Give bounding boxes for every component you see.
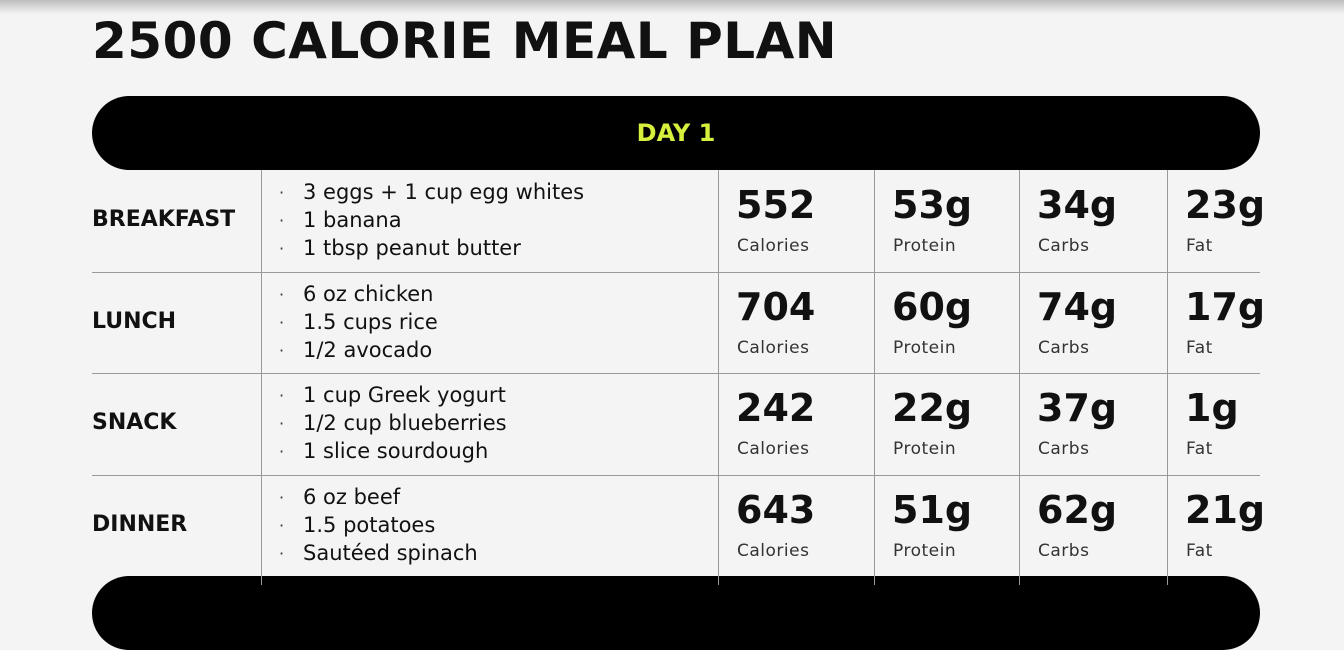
stat-value: 704	[736, 284, 816, 329]
stat-label: Calories	[737, 337, 810, 358]
stat-value: 23g	[1185, 183, 1266, 227]
column-divider	[1167, 170, 1168, 585]
stat-value: 643	[736, 487, 816, 532]
bullet: ·	[279, 386, 285, 405]
stat-value: 34g	[1037, 183, 1118, 227]
day-header-bar	[92, 96, 1260, 170]
stat-label: Protein	[893, 236, 957, 256]
top-shade	[0, 0, 1344, 14]
column-divider	[718, 170, 719, 585]
food-item: 1 cup Greek yogurt	[303, 383, 506, 407]
bullet: ·	[279, 284, 285, 304]
food-item: 1 slice sourdough	[303, 439, 489, 463]
stat-label: Calories	[737, 540, 810, 561]
stat-label: Protein	[893, 337, 957, 358]
stat-value: 242	[736, 386, 816, 430]
bullet: ·	[279, 487, 285, 507]
day-header: DAY 1	[636, 119, 716, 147]
bullet: ·	[279, 543, 285, 563]
stat-value: 60g	[892, 284, 973, 329]
stat-label: Fat	[1186, 337, 1213, 358]
column-divider	[261, 170, 262, 585]
stat-value: 17g	[1185, 284, 1266, 329]
stat-value: 51g	[892, 487, 973, 532]
bullet: ·	[279, 239, 285, 258]
food-item: 6 oz chicken	[303, 281, 434, 306]
food-item: 1/2 cup blueberries	[303, 411, 507, 435]
food-item: 1 tbsp peanut butter	[303, 236, 521, 260]
column-divider	[1019, 170, 1020, 585]
food-item: 6 oz beef	[303, 484, 401, 509]
food-item: 1 banana	[303, 208, 402, 232]
stat-value: 22g	[892, 386, 973, 430]
stat-value: 1g	[1185, 386, 1239, 430]
bullet: ·	[279, 442, 285, 461]
bullet: ·	[279, 211, 285, 230]
stat-value: 74g	[1037, 284, 1118, 329]
food-item: 3 eggs + 1 cup egg whites	[303, 180, 585, 204]
stat-label: Carbs	[1038, 236, 1090, 256]
stat-value: 37g	[1037, 386, 1118, 430]
stat-label: Fat	[1186, 540, 1213, 561]
bullet: ·	[279, 414, 285, 433]
stat-label: Protein	[893, 540, 957, 561]
food-item: 1/2 avocado	[303, 337, 433, 362]
row-divider	[92, 373, 1260, 374]
food-item: 1.5 cups rice	[303, 309, 438, 334]
meal-name: SNACK	[92, 410, 177, 435]
stat-label: Fat	[1186, 236, 1213, 256]
bullet: ·	[279, 340, 285, 360]
food-item: 1.5 potatoes	[303, 512, 436, 537]
stat-label: Calories	[737, 439, 810, 459]
stat-value: 552	[736, 183, 816, 227]
stat-value: 21g	[1185, 487, 1266, 532]
stat-value: 53g	[892, 183, 973, 227]
meal-name: LUNCH	[92, 308, 177, 334]
next-day-bar	[92, 576, 1260, 650]
meal-name: DINNER	[92, 511, 188, 537]
stat-label: Calories	[737, 236, 810, 256]
column-divider	[874, 170, 875, 585]
bullet: ·	[279, 183, 285, 202]
bullet: ·	[279, 312, 285, 332]
page-title: 2500 CALORIE MEAL PLAN	[92, 12, 838, 70]
stat-label: Carbs	[1038, 439, 1090, 459]
stat-label: Carbs	[1038, 337, 1090, 358]
food-item: Sautéed spinach	[303, 540, 478, 565]
stat-label: Carbs	[1038, 540, 1090, 561]
row-divider	[92, 474, 1260, 476]
meal-name: BREAKFAST	[92, 207, 236, 232]
bullet: ·	[279, 515, 285, 535]
stat-value: 62g	[1037, 487, 1118, 532]
stat-label: Fat	[1186, 439, 1213, 459]
stat-label: Protein	[893, 439, 957, 459]
row-divider	[92, 271, 1260, 273]
